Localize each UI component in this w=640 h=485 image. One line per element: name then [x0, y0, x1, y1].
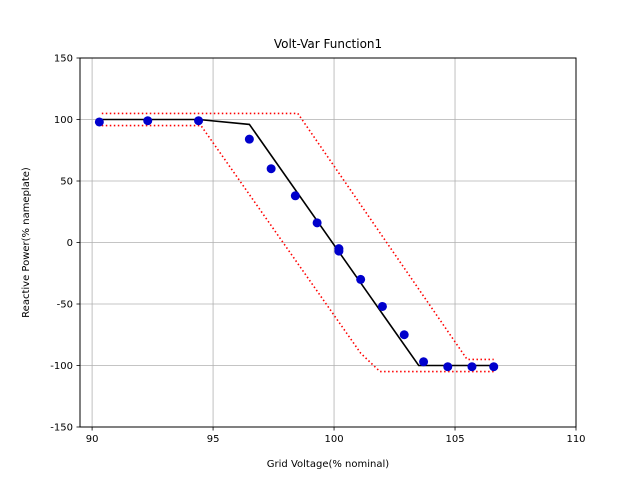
- x-axis-label: Grid Voltage(% nominal): [267, 459, 389, 470]
- data-point: [467, 362, 477, 372]
- x-tick-label: 95: [207, 434, 220, 445]
- data-point: [143, 116, 153, 126]
- lower-envelope-line: [101, 124, 494, 373]
- data-point: [244, 134, 254, 144]
- series-layer: [94, 112, 499, 373]
- y-tick-label: 50: [60, 177, 73, 188]
- data-point: [266, 164, 276, 174]
- data-point: [489, 362, 499, 372]
- data-point: [377, 301, 387, 311]
- data-point: [194, 116, 204, 126]
- y-tick-label: -150: [50, 423, 73, 434]
- data-point: [312, 218, 322, 228]
- y-tick-label: 0: [67, 238, 73, 249]
- data-point: [419, 357, 429, 367]
- upper-envelope-line: [101, 112, 494, 361]
- chart-title: Volt-Var Function1: [274, 37, 382, 51]
- y-tick-label: 150: [54, 54, 73, 65]
- y-tick-label: -100: [50, 361, 73, 372]
- data-point: [94, 117, 104, 127]
- x-tick-label: 105: [445, 434, 464, 445]
- data-point: [290, 191, 300, 201]
- y-tick-label: 100: [54, 115, 73, 126]
- data-point: [443, 362, 453, 372]
- x-tick-label: 100: [325, 434, 344, 445]
- x-tick-label: 90: [86, 434, 99, 445]
- y-tick-label: -50: [57, 300, 73, 311]
- axis-ticks: 90 95 100 105 110 150 100 50 0 -50 -100 -150: [50, 54, 585, 446]
- data-point: [334, 246, 344, 256]
- y-axis-label: Reactive Power(% nameplate): [21, 167, 32, 318]
- x-tick-label: 110: [566, 434, 585, 445]
- data-point: [399, 330, 409, 340]
- data-point: [356, 274, 366, 284]
